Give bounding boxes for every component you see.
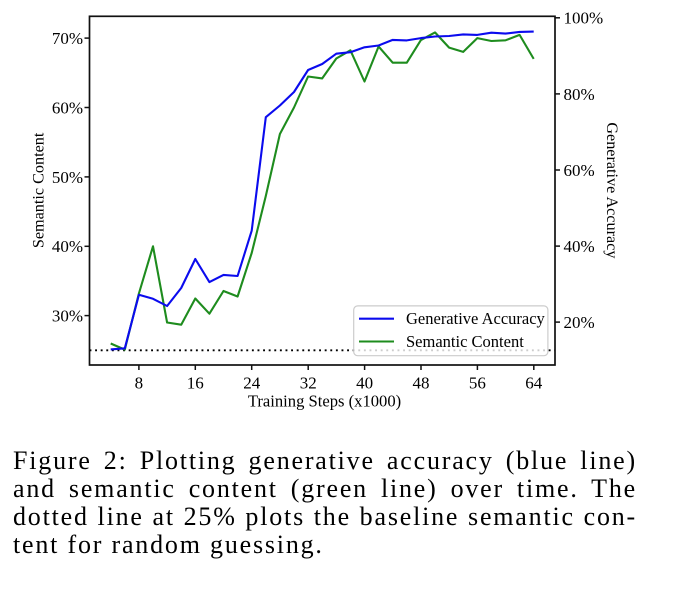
svg-text:48: 48 <box>413 373 430 392</box>
svg-text:40%: 40% <box>52 237 83 256</box>
svg-text:Semantic Content: Semantic Content <box>406 332 524 351</box>
svg-text:Generative Accuracy: Generative Accuracy <box>603 122 621 259</box>
svg-text:20%: 20% <box>564 313 595 332</box>
svg-text:30%: 30% <box>52 307 83 326</box>
svg-text:24: 24 <box>243 373 261 392</box>
svg-text:60%: 60% <box>564 161 595 180</box>
svg-text:50%: 50% <box>52 168 83 187</box>
svg-text:64: 64 <box>525 373 543 392</box>
svg-text:Training Steps (x1000): Training Steps (x1000) <box>248 391 401 410</box>
svg-text:100%: 100% <box>564 9 604 28</box>
svg-text:56: 56 <box>469 373 486 392</box>
svg-text:40: 40 <box>356 373 373 392</box>
svg-text:60%: 60% <box>52 98 83 117</box>
svg-text:80%: 80% <box>564 85 595 104</box>
svg-text:Semantic Content: Semantic Content <box>30 132 48 248</box>
svg-text:32: 32 <box>300 373 317 392</box>
svg-text:70%: 70% <box>52 29 83 48</box>
svg-text:8: 8 <box>135 373 144 392</box>
svg-text:Generative Accuracy: Generative Accuracy <box>406 309 546 328</box>
svg-text:16: 16 <box>187 373 204 392</box>
svg-text:40%: 40% <box>564 237 595 256</box>
